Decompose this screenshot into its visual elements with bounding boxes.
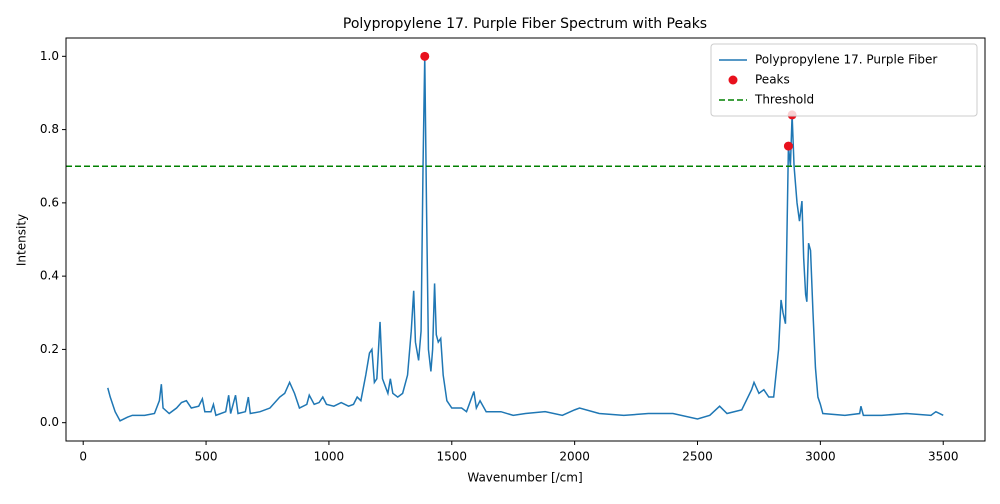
x-tick-label: 1500 — [437, 450, 468, 464]
x-tick-label: 3000 — [805, 450, 836, 464]
y-tick-label: 1.0 — [40, 49, 59, 63]
x-tick-label: 0 — [79, 450, 87, 464]
y-tick-label: 0.2 — [40, 342, 59, 356]
x-tick-label: 2000 — [559, 450, 590, 464]
legend-label: Threshold — [754, 93, 814, 107]
y-tick-label: 0.4 — [40, 269, 59, 283]
plot-frame — [65, 37, 986, 442]
spectrum-line — [107, 56, 944, 422]
legend-label: Peaks — [755, 73, 790, 87]
y-axis-label: Intensity — [15, 214, 29, 266]
legend-box — [710, 43, 978, 117]
x-tick-label: 2500 — [682, 450, 713, 464]
peak-point — [420, 51, 430, 61]
chart-title: Polypropylene 17. Purple Fiber Spectrum … — [343, 16, 707, 32]
legend-label: Polypropylene 17. Purple Fiber — [755, 53, 937, 67]
y-tick-label: 0.0 — [40, 415, 59, 429]
x-axis-label: Wavenumber [/cm] — [467, 471, 582, 485]
y-tick-label: 0.6 — [40, 195, 59, 209]
peak-point — [783, 141, 793, 151]
y-tick-label: 0.8 — [40, 122, 59, 136]
x-tick-label: 1000 — [314, 450, 345, 464]
x-tick-label: 500 — [195, 450, 218, 464]
legend-marker — [728, 75, 738, 85]
x-tick-label: 3500 — [928, 450, 959, 464]
